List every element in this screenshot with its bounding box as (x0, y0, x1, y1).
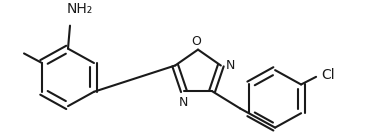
Text: N: N (179, 96, 188, 109)
Text: NH₂: NH₂ (67, 2, 93, 16)
Text: Cl: Cl (321, 68, 335, 82)
Text: O: O (191, 35, 201, 48)
Text: N: N (226, 59, 235, 72)
